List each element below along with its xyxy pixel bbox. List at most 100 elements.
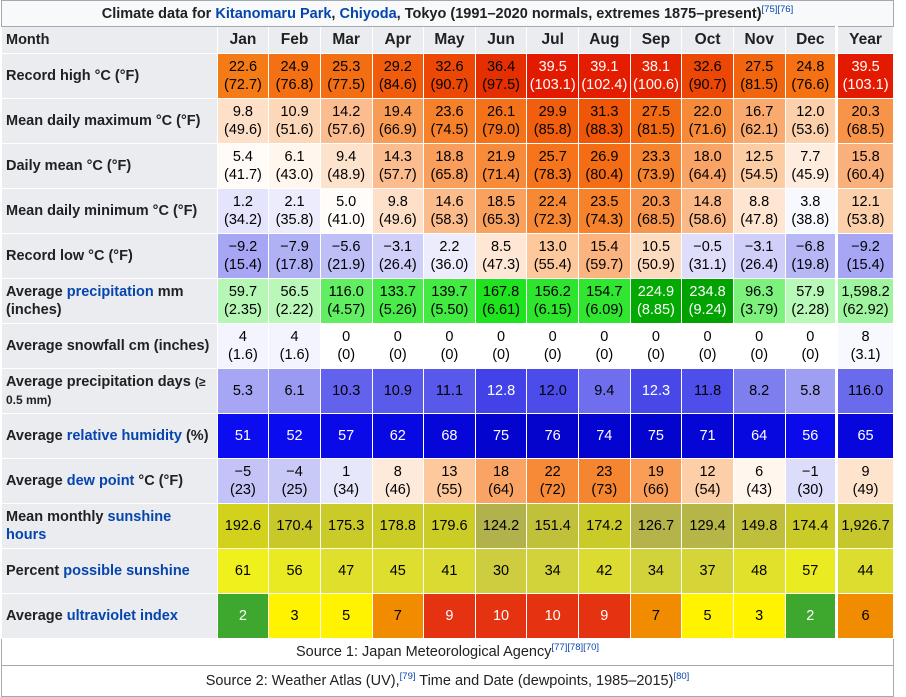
cell-value: 11.8 xyxy=(693,383,722,399)
cell-value: 7.7 xyxy=(800,149,821,165)
cell-secondary-value: (0) xyxy=(698,347,717,363)
value-cell: 7 xyxy=(371,593,425,639)
caption-refs[interactable]: [75][76] xyxy=(761,3,794,15)
value-cell: 19.4 (66.9) xyxy=(371,98,425,144)
value-cell: 10 xyxy=(474,593,528,639)
park-link[interactable]: Kitanomaru Park xyxy=(215,5,332,22)
row-label-text: °C (°F) xyxy=(134,473,184,489)
cell-secondary-value: (0) xyxy=(440,347,459,363)
cell-secondary-value: (81.5) xyxy=(636,122,675,138)
value-cell: 39.5 (103.1) xyxy=(526,53,579,99)
table-row: Percent possible sunshine 61 56 47 45 41 30 34 4… xyxy=(1,548,894,594)
cell-value: 57.9 xyxy=(796,284,825,300)
cell-value: 39.5 xyxy=(538,59,567,75)
cell-value: 39.1 xyxy=(590,59,619,75)
cell-value: 21.9 xyxy=(486,149,516,165)
value-cell: 174.4 xyxy=(784,503,838,549)
cell-value: 29.9 xyxy=(538,104,567,120)
cell-secondary-value: (103.1) xyxy=(529,77,576,93)
cell-secondary-value: (0) xyxy=(595,347,614,363)
value-cell: 5.0 (41.0) xyxy=(319,188,373,234)
row-label: Average ultraviolet index xyxy=(1,593,218,639)
value-cell: 57 xyxy=(319,413,373,459)
value-cell: 56 xyxy=(268,548,321,594)
value-cell: 24.9 (76.8) xyxy=(268,53,321,99)
cell-value: 124.2 xyxy=(482,518,520,534)
cell-secondary-value: (38.8) xyxy=(791,212,830,228)
value-cell: 1.2 (34.2) xyxy=(216,188,270,234)
cell-secondary-value: (8.85) xyxy=(636,302,675,318)
value-cell: 126.7 xyxy=(629,503,683,549)
year-header: Year xyxy=(835,26,894,54)
row-label-link[interactable]: sunshine hours xyxy=(6,509,172,543)
value-cell: 175.3 xyxy=(319,503,373,549)
cell-secondary-value: (34) xyxy=(333,482,360,498)
value-cell: −5 (23) xyxy=(216,458,270,504)
source-2-refs-2[interactable]: [80] xyxy=(673,671,690,683)
cell-secondary-value: (3.1) xyxy=(850,347,881,363)
value-cell: −9.2 (15.4) xyxy=(216,233,270,279)
cell-value: 3 xyxy=(755,608,764,624)
cell-secondary-value: (76.8) xyxy=(275,77,314,93)
source-2-text: Source 2: Weather Atlas (UV), xyxy=(205,673,400,689)
cell-value: 4 xyxy=(238,329,247,345)
value-cell: 4 (1.6) xyxy=(216,323,270,369)
month-header-jul: Jul xyxy=(526,26,579,54)
source-2-refs[interactable]: [79] xyxy=(399,671,416,683)
cell-secondary-value: (19.8) xyxy=(791,257,830,273)
cell-secondary-value: (41.0) xyxy=(327,212,366,228)
cell-value: 9.4 xyxy=(594,383,615,399)
cell-value: 20.3 xyxy=(641,194,671,210)
cell-value: −1 xyxy=(802,464,819,480)
cell-secondary-value: (51.6) xyxy=(275,122,314,138)
cell-value: 13 xyxy=(441,464,458,480)
cell-value: 2 xyxy=(238,608,247,624)
cell-value: 167.8 xyxy=(482,284,520,300)
month-header-mar: Mar xyxy=(319,26,373,54)
cell-secondary-value: (17.8) xyxy=(275,257,314,273)
source-1-refs[interactable]: [77][78][70] xyxy=(551,642,600,654)
value-cell: 24.8 (76.6) xyxy=(784,53,838,99)
cell-secondary-value: (74.3) xyxy=(585,212,624,228)
row-label-link[interactable]: precipitation xyxy=(66,284,154,300)
value-cell: 13.0 (55.4) xyxy=(526,233,579,279)
value-cell: 23 (73) xyxy=(578,458,631,504)
cell-value: 18.8 xyxy=(435,149,464,165)
cell-secondary-value: (2.22) xyxy=(275,302,314,318)
row-label-link[interactable]: ultraviolet index xyxy=(66,608,178,624)
value-cell: 36.4 (97.5) xyxy=(474,53,528,99)
row-label-link[interactable]: relative humidity xyxy=(66,428,182,444)
value-cell: 29.2 (84.6) xyxy=(371,53,425,99)
cell-secondary-value: (81.5) xyxy=(740,77,779,93)
row-label: Average relative humidity (%) xyxy=(1,413,218,459)
cell-value: 57 xyxy=(338,428,355,444)
cell-value: 18.5 xyxy=(486,194,516,210)
table-caption: Climate data for Kitanomaru Park, Chiyod… xyxy=(1,0,894,27)
cell-value: 1 xyxy=(342,464,351,480)
cell-value: 1,926.7 xyxy=(841,518,890,534)
cell-secondary-value: (26.4) xyxy=(740,257,779,273)
value-cell: 75 xyxy=(629,413,683,459)
value-cell: 26.9 (80.4) xyxy=(578,143,631,189)
cell-value: 9.8 xyxy=(232,104,254,120)
cell-value: 0 xyxy=(445,329,454,345)
cell-secondary-value: (49.6) xyxy=(378,212,417,228)
cell-value: 133.7 xyxy=(379,284,416,300)
ward-link[interactable]: Chiyoda xyxy=(339,5,397,22)
cell-value: 48 xyxy=(751,563,768,579)
value-cell: 14.6 (58.3) xyxy=(423,188,476,234)
row-label-link[interactable]: dew point xyxy=(66,473,135,489)
cell-value: 36.4 xyxy=(486,59,516,75)
cell-value: 9 xyxy=(861,464,870,480)
month-header-dec: Dec xyxy=(784,26,838,54)
value-cell: 15.4 (59.7) xyxy=(578,233,631,279)
value-cell: 133.7 (5.26) xyxy=(371,278,425,324)
cell-value: 5.4 xyxy=(232,149,254,165)
cell-value: 14.3 xyxy=(383,149,412,165)
row-label-link[interactable]: possible sunshine xyxy=(63,563,190,579)
year-value-cell: 12.1 (53.8) xyxy=(835,188,894,234)
value-cell: 27.5 (81.5) xyxy=(732,53,786,99)
cell-value: 71 xyxy=(699,428,716,444)
cell-secondary-value: (58.3) xyxy=(430,212,469,228)
cell-value: 26.1 xyxy=(486,104,516,120)
